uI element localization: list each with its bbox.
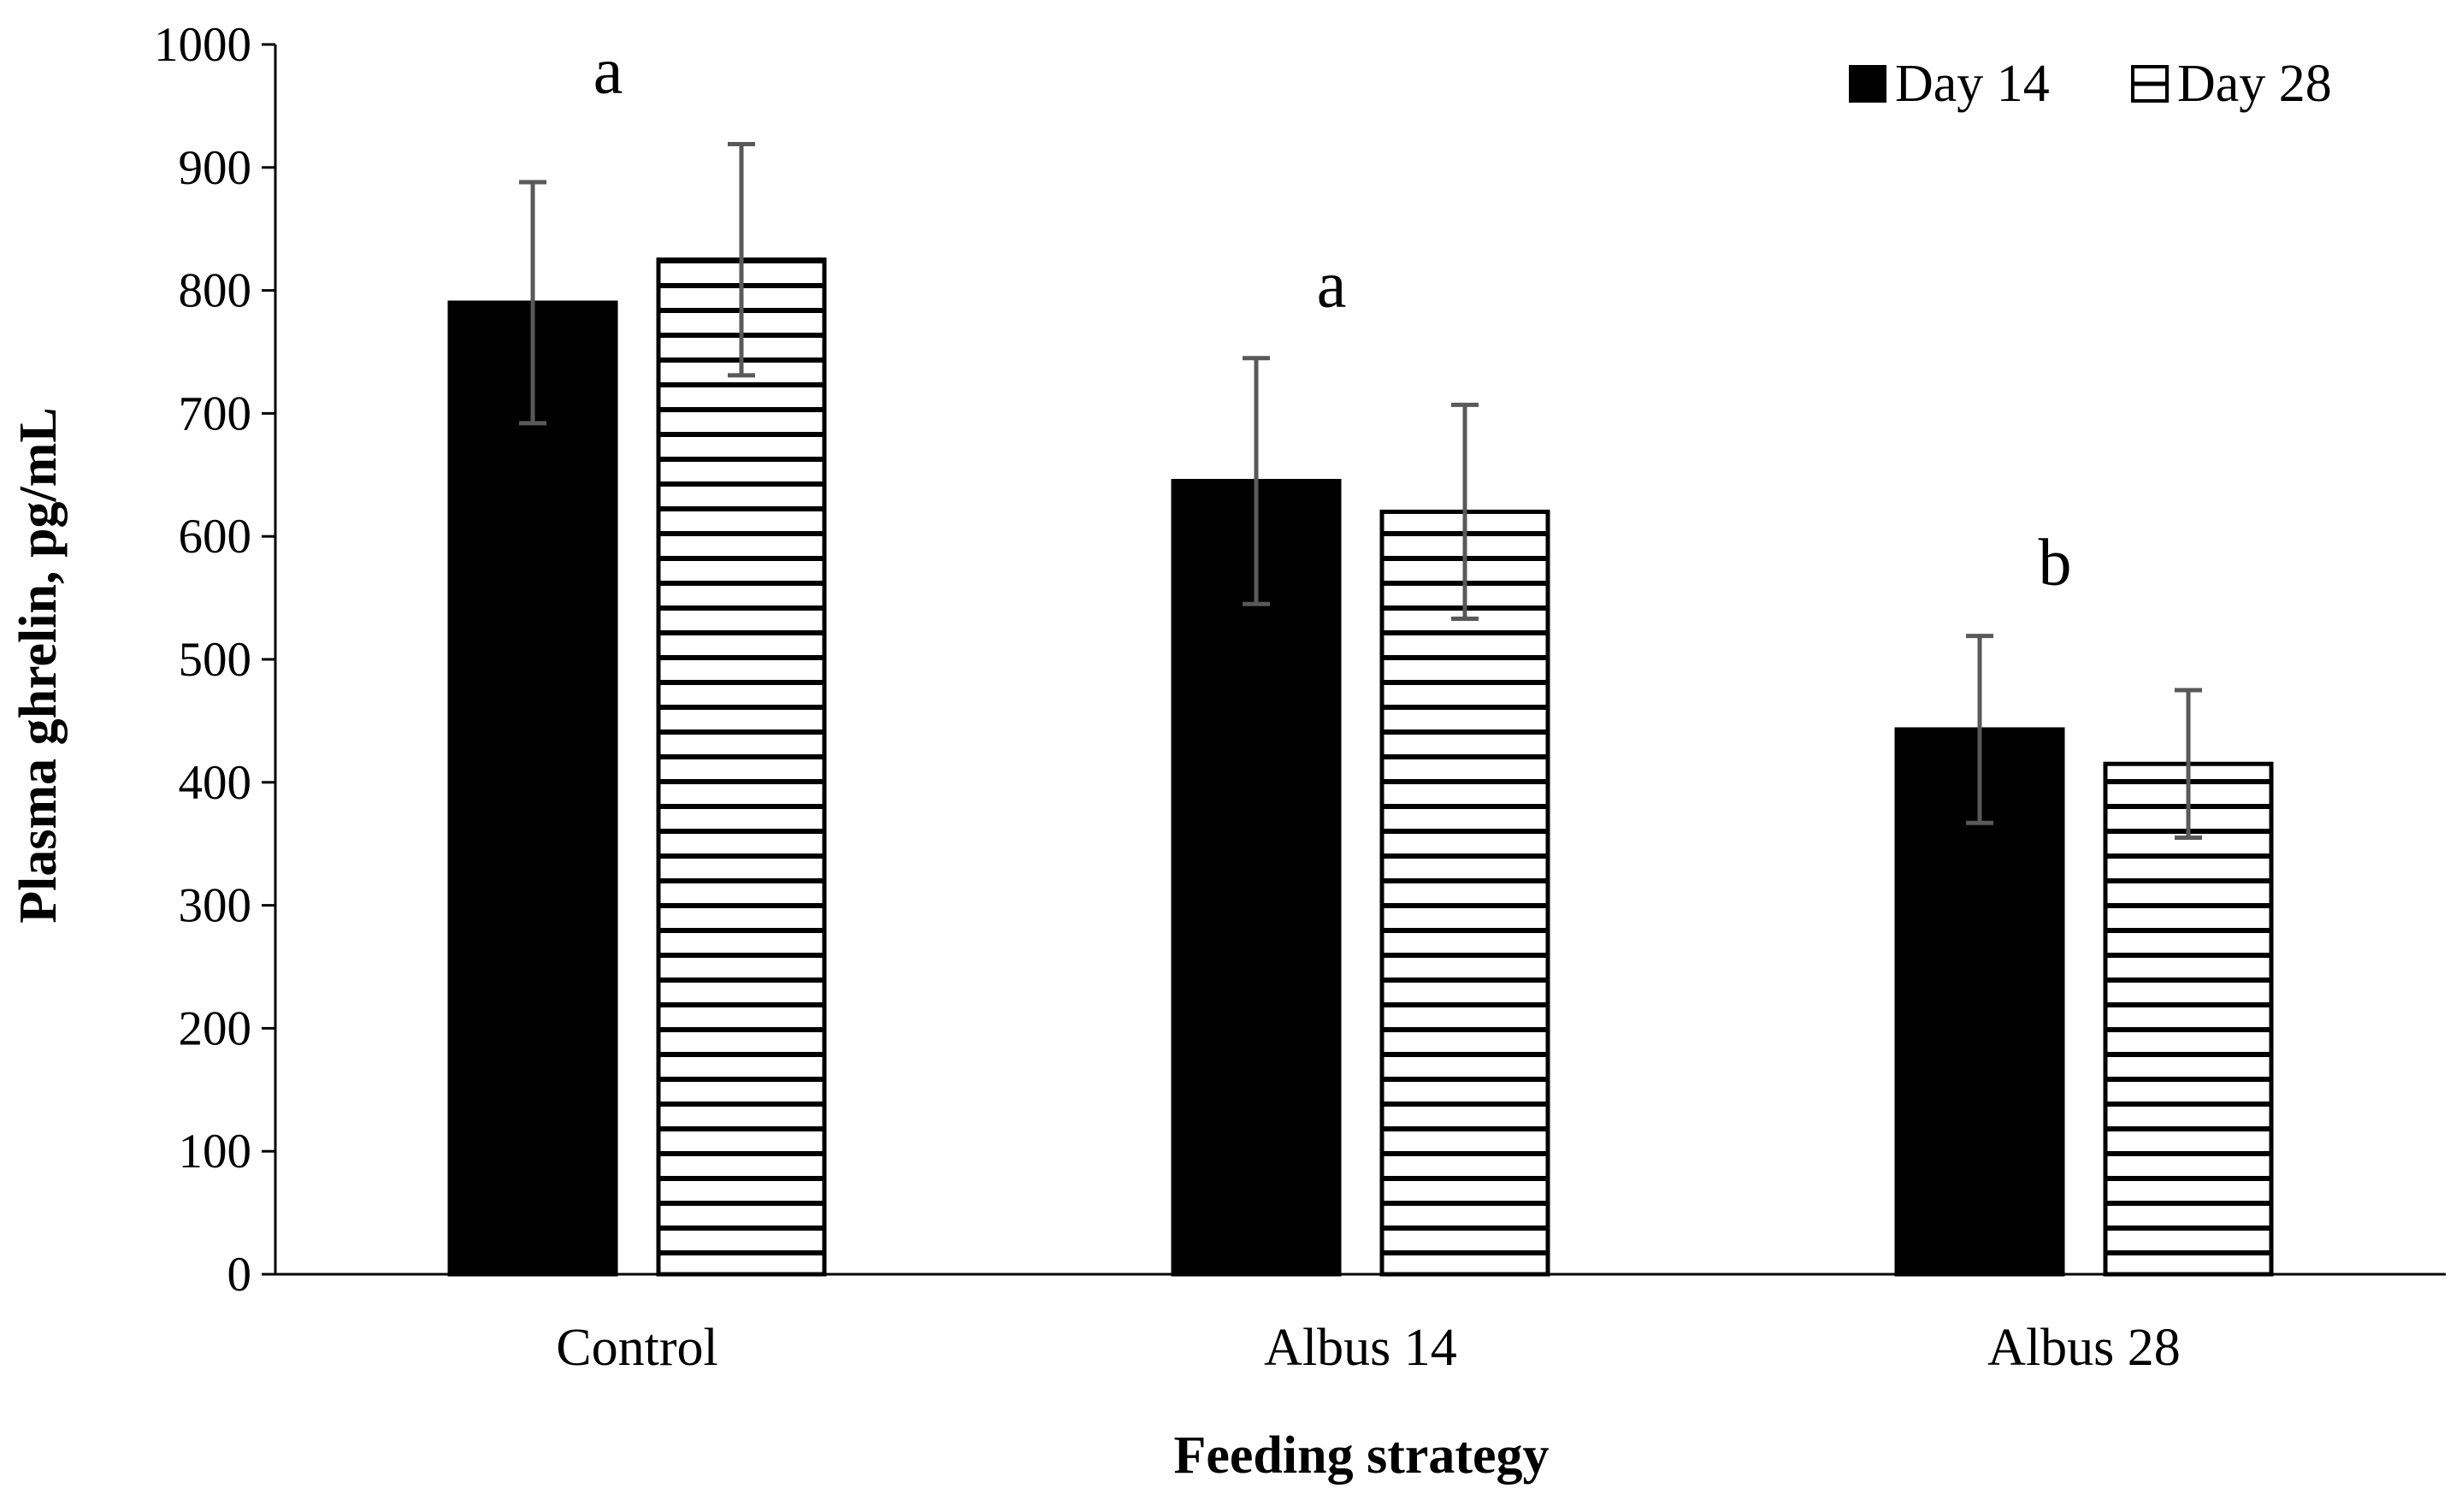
significance-labels: a a b: [593, 32, 2072, 599]
error-bar: [519, 180, 546, 426]
legend-swatch: [1849, 65, 1886, 103]
x-tick-label: Control: [556, 1319, 717, 1377]
legend: Day 14 Day 28: [1849, 55, 2332, 113]
y-axis: 0 100 200 300 400 500 600 700 800 900 1000: [154, 18, 277, 1302]
bar-day-14-albus-28: [1894, 727, 2065, 1277]
y-tick-label: 200: [179, 1001, 252, 1055]
significance-letter: a: [593, 32, 623, 107]
bar-day-28-albus-14: [1379, 509, 1550, 1277]
x-tick-label: Albus 14: [1264, 1319, 1457, 1377]
y-tick-label: 800: [179, 264, 252, 318]
y-tick-label: 600: [179, 510, 252, 564]
error-bars-layer: [519, 141, 2202, 841]
error-bar: [1966, 634, 1993, 825]
legend-item: Day 28: [2131, 55, 2332, 113]
bar-day-28-control: [656, 257, 827, 1277]
error-bar: [1451, 402, 1479, 622]
y-tick-label: 400: [179, 756, 252, 810]
y-tick-label: 900: [179, 141, 252, 195]
significance-letter: a: [1317, 247, 1347, 322]
error-bar: [2175, 688, 2202, 841]
y-tick-label: 500: [179, 633, 252, 687]
y-tick-label: 0: [227, 1248, 252, 1302]
significance-letter: b: [2039, 525, 2072, 599]
y-tick-label: 100: [179, 1125, 252, 1178]
bar-day-28-albus-28: [2103, 761, 2274, 1277]
y-tick-label: 300: [179, 879, 252, 933]
y-axis-title: Plasma ghrelin, pg/mL: [9, 407, 68, 923]
y-tick-label: 1000: [154, 18, 251, 72]
x-tick-label: Albus 28: [1987, 1319, 2181, 1377]
bar-day-14-control: [447, 300, 618, 1277]
error-bar: [1243, 356, 1270, 606]
bars-layer: [447, 257, 2274, 1277]
y-tick-label: 700: [179, 387, 252, 440]
legend-label: Day 14: [1895, 55, 2050, 113]
legend-item: Day 14: [1849, 55, 2050, 113]
x-axis-title: Feeding strategy: [1173, 1426, 1549, 1485]
legend-label: Day 28: [2177, 55, 2332, 113]
bar-day-14-albus-14: [1171, 478, 1342, 1277]
error-bar: [728, 141, 755, 378]
x-axis: Control Albus 14 Albus 28: [275, 1273, 2446, 1377]
